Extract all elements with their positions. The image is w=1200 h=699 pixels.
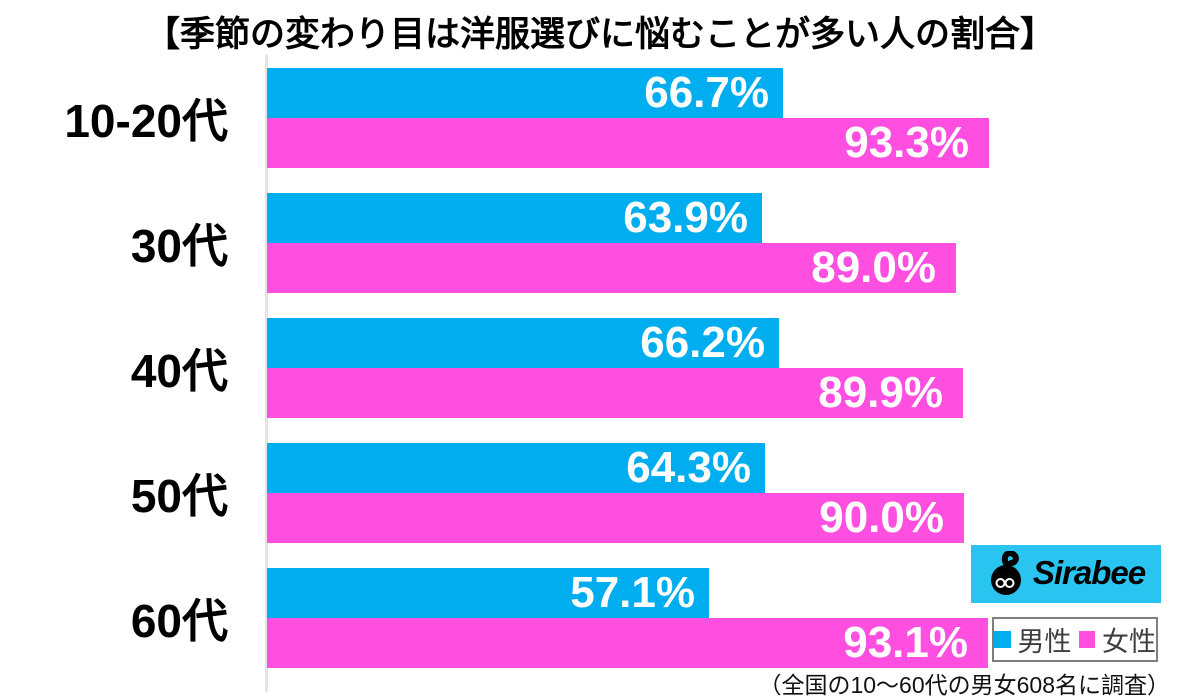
bar-value-label: 66.2% [640, 318, 765, 367]
legend-swatch-male [994, 631, 1011, 648]
bar-value-label: 89.9% [818, 368, 943, 417]
bar-value-label: 90.0% [819, 493, 944, 542]
bar-value-label: 57.1% [570, 568, 695, 617]
bar-value-label: 66.7% [644, 68, 769, 117]
female-bar: 93.1% [267, 618, 988, 668]
sirabee-bee-icon [990, 551, 1021, 595]
y-axis-line [265, 55, 268, 692]
chart-title: 【季節の変わり目は洋服選びに悩むことが多い人の割合】 [144, 15, 1055, 54]
legend-label-male: 男性 [1017, 627, 1072, 657]
female-bar: 89.9% [267, 368, 963, 418]
category-label: 60代 [130, 595, 228, 647]
female-bar: 89.0% [267, 243, 956, 293]
legend-label-female: 女性 [1102, 627, 1156, 657]
bar-value-label: 64.3% [626, 443, 751, 492]
bar-value-label: 63.9% [623, 193, 748, 242]
category-label: 50代 [130, 470, 228, 522]
female-bar: 90.0% [267, 493, 964, 543]
category-label: 40代 [130, 345, 228, 397]
sirabee-logo-text: Sirabee [1032, 554, 1146, 591]
bar-value-label: 93.1% [843, 618, 968, 667]
legend: 男性 女性 [992, 617, 1158, 662]
bar-value-label: 93.3% [844, 118, 969, 167]
survey-footnote: （全国の10〜60代の男女608名に調査） [758, 672, 1170, 698]
female-bar: 93.3% [267, 118, 989, 168]
category-label: 10-20代 [64, 95, 228, 147]
category-label: 30代 [130, 220, 228, 272]
male-bar: 57.1% [267, 568, 709, 618]
male-bar: 64.3% [267, 443, 765, 493]
bar-value-label: 89.0% [811, 243, 936, 292]
male-bar: 63.9% [267, 193, 762, 243]
male-bar: 66.7% [267, 68, 783, 118]
sirabee-logo: Sirabee [971, 545, 1161, 603]
male-bar: 66.2% [267, 318, 779, 368]
legend-swatch-female [1078, 631, 1095, 648]
